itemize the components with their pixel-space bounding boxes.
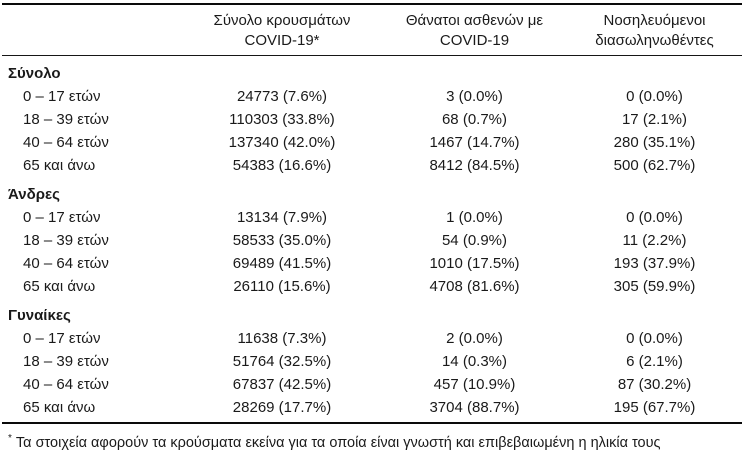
deaths-value: 457 (10.9%): [433, 376, 516, 393]
header-cases-line1: Σύνολο κρουσμάτων: [213, 12, 351, 29]
header-intubated-line2: διασωληνωθέντες: [595, 32, 714, 49]
age-label: 0 – 17 ετών: [23, 209, 101, 226]
age-label: 65 και άνω: [23, 399, 96, 416]
age-label: 18 – 39 ετών: [23, 111, 109, 128]
cases-value: 69489 (41.5%): [232, 255, 332, 272]
age-label: 40 – 64 ετών: [23, 134, 109, 151]
intubated-value: 0 (0.0%): [626, 209, 683, 226]
cases-value: 11638 (7.3%): [237, 330, 327, 347]
table-row: 40 – 64 ετών 137340 (42.0%) 1467 (14.7%)…: [2, 131, 742, 154]
group-rows: 0 – 17 ετών 11638 (7.3%) 2 (0.0%) 0 (0.0…: [2, 327, 742, 419]
cases-value: 28269 (17.7%): [232, 399, 332, 416]
deaths-value: 2 (0.0%): [446, 330, 503, 347]
deaths-value: 68 (0.7%): [441, 111, 508, 128]
cases-value: 58533 (35.0%): [232, 232, 332, 249]
age-label: 40 – 64 ετών: [23, 255, 109, 272]
age-label: 18 – 39 ετών: [23, 353, 109, 370]
age-group-section: Σύνολο 0 – 17 ετών 24773 (7.6%) 3 (0.0%)…: [2, 56, 742, 177]
table-row: 40 – 64 ετών 69489 (41.5%) 1010 (17.5%) …: [2, 252, 742, 275]
table-row: 65 και άνω 28269 (17.7%) 3704 (88.7%) 19…: [2, 396, 742, 419]
age-label: 18 – 39 ετών: [23, 232, 109, 249]
footnote-asterisk: *: [8, 433, 12, 444]
group-rows: 0 – 17 ετών 24773 (7.6%) 3 (0.0%) 0 (0.0…: [2, 85, 742, 177]
age-label: 0 – 17 ετών: [23, 330, 101, 347]
age-label: 40 – 64 ετών: [23, 376, 109, 393]
table-row: 65 και άνω 54383 (16.6%) 8412 (84.5%) 50…: [2, 154, 742, 177]
group-rows: 0 – 17 ετών 13134 (7.9%) 1 (0.0%) 0 (0.0…: [2, 206, 742, 298]
cases-value: 26110 (15.6%): [233, 278, 331, 295]
cases-value: 51764 (32.5%): [232, 353, 332, 370]
table-row: 65 και άνω 26110 (15.6%) 4708 (81.6%) 30…: [2, 275, 742, 298]
intubated-value: 17 (2.1%): [621, 111, 688, 128]
group-label: Σύνολο: [8, 65, 61, 82]
table-header-row: Σύνολο κρουσμάτων COVID-19* Θάνατοι ασθε…: [2, 5, 742, 56]
deaths-value: 3 (0.0%): [446, 88, 503, 105]
header-deaths-line2: COVID-19: [439, 32, 510, 49]
header-cell-intubated: Νοσηλευόμενοι διασωληνωθέντες: [567, 11, 742, 51]
age-label: 0 – 17 ετών: [23, 88, 101, 105]
cases-value: 137340 (42.0%): [228, 134, 336, 151]
header-cell-cases: Σύνολο κρουσμάτων COVID-19*: [182, 11, 382, 51]
intubated-value: 87 (30.2%): [617, 376, 692, 393]
age-label: 65 και άνω: [23, 278, 96, 295]
covid-age-table: Σύνολο κρουσμάτων COVID-19* Θάνατοι ασθε…: [2, 3, 742, 424]
cases-value: 110303 (33.8%): [229, 111, 335, 128]
intubated-value: 195 (67.7%): [613, 399, 696, 416]
header-intubated-line1: Νοσηλευόμενοι: [603, 12, 706, 29]
header-cell-deaths: Θάνατοι ασθενών με COVID-19: [382, 11, 567, 51]
cases-value: 54383 (16.6%): [232, 157, 332, 174]
age-group-section: Γυναίκες 0 – 17 ετών 11638 (7.3%) 2 (0.0…: [2, 298, 742, 419]
cases-value: 13134 (7.9%): [236, 209, 328, 226]
cases-value: 67837 (42.5%): [232, 376, 332, 393]
intubated-value: 500 (62.7%): [613, 157, 696, 174]
header-deaths-line1: Θάνατοι ασθενών με: [405, 12, 544, 29]
table-row: 18 – 39 ετών 110303 (33.8%) 68 (0.7%) 17…: [2, 108, 742, 131]
table-row: 0 – 17 ετών 11638 (7.3%) 2 (0.0%) 0 (0.0…: [2, 327, 742, 350]
age-label: 65 και άνω: [23, 157, 96, 174]
footnote-text: Τα στοιχεία αφορούν τα κρούσματα εκείνα …: [15, 434, 661, 451]
table-body: Σύνολο 0 – 17 ετών 24773 (7.6%) 3 (0.0%)…: [2, 56, 742, 419]
table-row: 0 – 17 ετών 24773 (7.6%) 3 (0.0%) 0 (0.0…: [2, 85, 742, 108]
intubated-value: 280 (35.1%): [613, 134, 696, 151]
group-label: Γυναίκες: [8, 307, 71, 324]
table-row: 18 – 39 ετών 51764 (32.5%) 14 (0.3%) 6 (…: [2, 350, 742, 373]
table-row: 0 – 17 ετών 13134 (7.9%) 1 (0.0%) 0 (0.0…: [2, 206, 742, 229]
cases-value: 24773 (7.6%): [236, 88, 328, 105]
intubated-value: 0 (0.0%): [626, 88, 683, 105]
deaths-value: 8412 (84.5%): [429, 157, 520, 174]
footnote: * Τα στοιχεία αφορούν τα κρούσματα εκείνα…: [2, 424, 742, 453]
header-cell-empty: [2, 11, 182, 51]
intubated-value: 0 (0.0%): [626, 330, 683, 347]
intubated-value: 305 (59.9%): [613, 278, 696, 295]
deaths-value: 14 (0.3%): [441, 353, 508, 370]
deaths-value: 1 (0.0%): [446, 209, 503, 226]
age-group-section: Άνδρες 0 – 17 ετών 13134 (7.9%) 1 (0.0%)…: [2, 177, 742, 298]
intubated-value: 11 (2.2%): [622, 232, 687, 249]
intubated-value: 6 (2.1%): [626, 353, 683, 370]
deaths-value: 4708 (81.6%): [429, 278, 520, 295]
intubated-value: 193 (37.9%): [613, 255, 696, 272]
deaths-value: 1467 (14.7%): [429, 134, 520, 151]
deaths-value: 3704 (88.7%): [429, 399, 520, 416]
table-row: 18 – 39 ετών 58533 (35.0%) 54 (0.9%) 11 …: [2, 229, 742, 252]
table-row: 40 – 64 ετών 67837 (42.5%) 457 (10.9%) 8…: [2, 373, 742, 396]
header-cases-line2: COVID-19*: [244, 32, 320, 49]
deaths-value: 1010 (17.5%): [429, 255, 520, 272]
deaths-value: 54 (0.9%): [441, 232, 508, 249]
table-bottom-rule: [2, 422, 742, 424]
group-label: Άνδρες: [8, 186, 60, 203]
